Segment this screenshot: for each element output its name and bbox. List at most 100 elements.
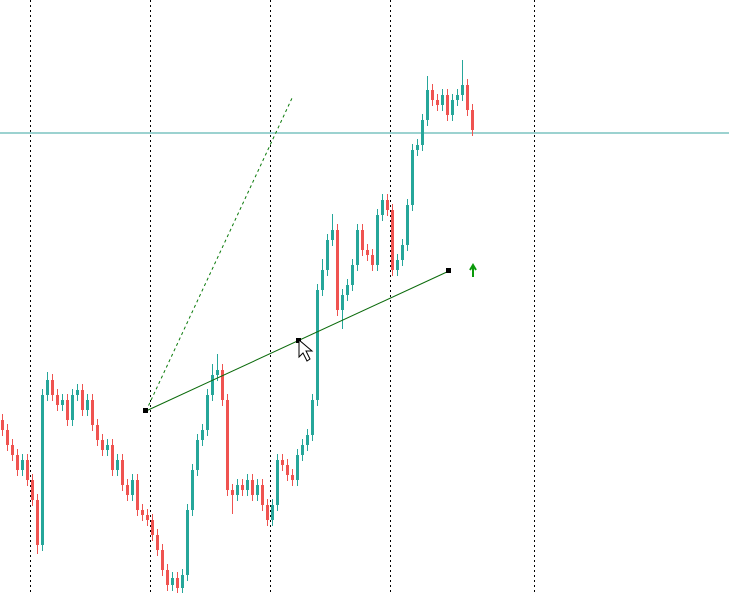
body [171,578,174,585]
body [96,425,99,440]
body [261,485,264,505]
body [16,455,19,470]
body [146,515,149,520]
body [231,490,234,495]
body [141,510,144,515]
body [41,395,44,545]
body [126,485,129,495]
body [306,435,309,445]
body [81,390,84,410]
body [466,85,469,110]
body [211,375,214,395]
body [91,400,94,425]
anchor[interactable] [446,268,451,273]
body [51,380,54,395]
body [251,480,254,495]
body [236,485,239,495]
up-arrow [469,263,477,277]
body [281,460,284,465]
body [106,445,109,450]
body [266,505,269,520]
body [241,485,244,490]
body [151,520,154,535]
body [396,260,399,270]
body [196,440,199,470]
body [386,200,389,210]
body [326,240,329,270]
body [61,400,64,405]
body [66,400,69,420]
body [76,390,79,395]
body [441,95,444,105]
body [401,245,404,260]
body [21,460,24,470]
body [216,370,219,375]
body [456,95,459,100]
body [176,578,179,588]
body [121,460,124,485]
body [346,285,349,295]
body [111,445,114,470]
body [206,395,209,430]
body [26,460,29,480]
body [331,230,334,240]
body [201,430,204,440]
anchor[interactable] [143,408,148,413]
body [36,500,39,545]
body [56,395,59,405]
body [431,90,434,100]
body [366,250,369,255]
body [391,210,394,270]
body [381,200,384,215]
body [191,470,194,510]
body [351,265,354,285]
body [131,480,134,495]
body [1,420,4,430]
body [246,480,249,490]
body [226,400,229,490]
body [321,270,324,290]
body [291,475,294,480]
body [186,510,189,575]
body [436,100,439,105]
body [316,290,319,400]
body [371,255,374,265]
body [286,465,289,475]
body [136,480,139,510]
body [296,455,299,480]
body [271,505,274,520]
dashed-trendline [145,95,294,412]
body [221,370,224,400]
body [181,575,184,588]
body [311,400,314,435]
body [361,230,364,250]
cursor [298,338,314,362]
body [356,230,359,265]
body [426,90,429,120]
body [101,440,104,450]
body [376,215,379,265]
body [6,430,9,445]
body [411,150,414,205]
body [301,445,304,455]
body [156,535,159,550]
body [461,85,464,95]
body [416,145,419,150]
body [161,550,164,570]
body [421,120,424,145]
body [446,95,449,115]
body [471,110,474,130]
body [406,205,409,245]
body [31,480,34,500]
body [46,380,49,395]
body [336,230,339,310]
body [341,295,344,310]
body [256,485,259,495]
body [11,445,14,455]
period-separators [30,0,535,594]
body [116,460,119,470]
body [276,460,279,505]
candles [1,60,474,593]
body [451,100,454,115]
